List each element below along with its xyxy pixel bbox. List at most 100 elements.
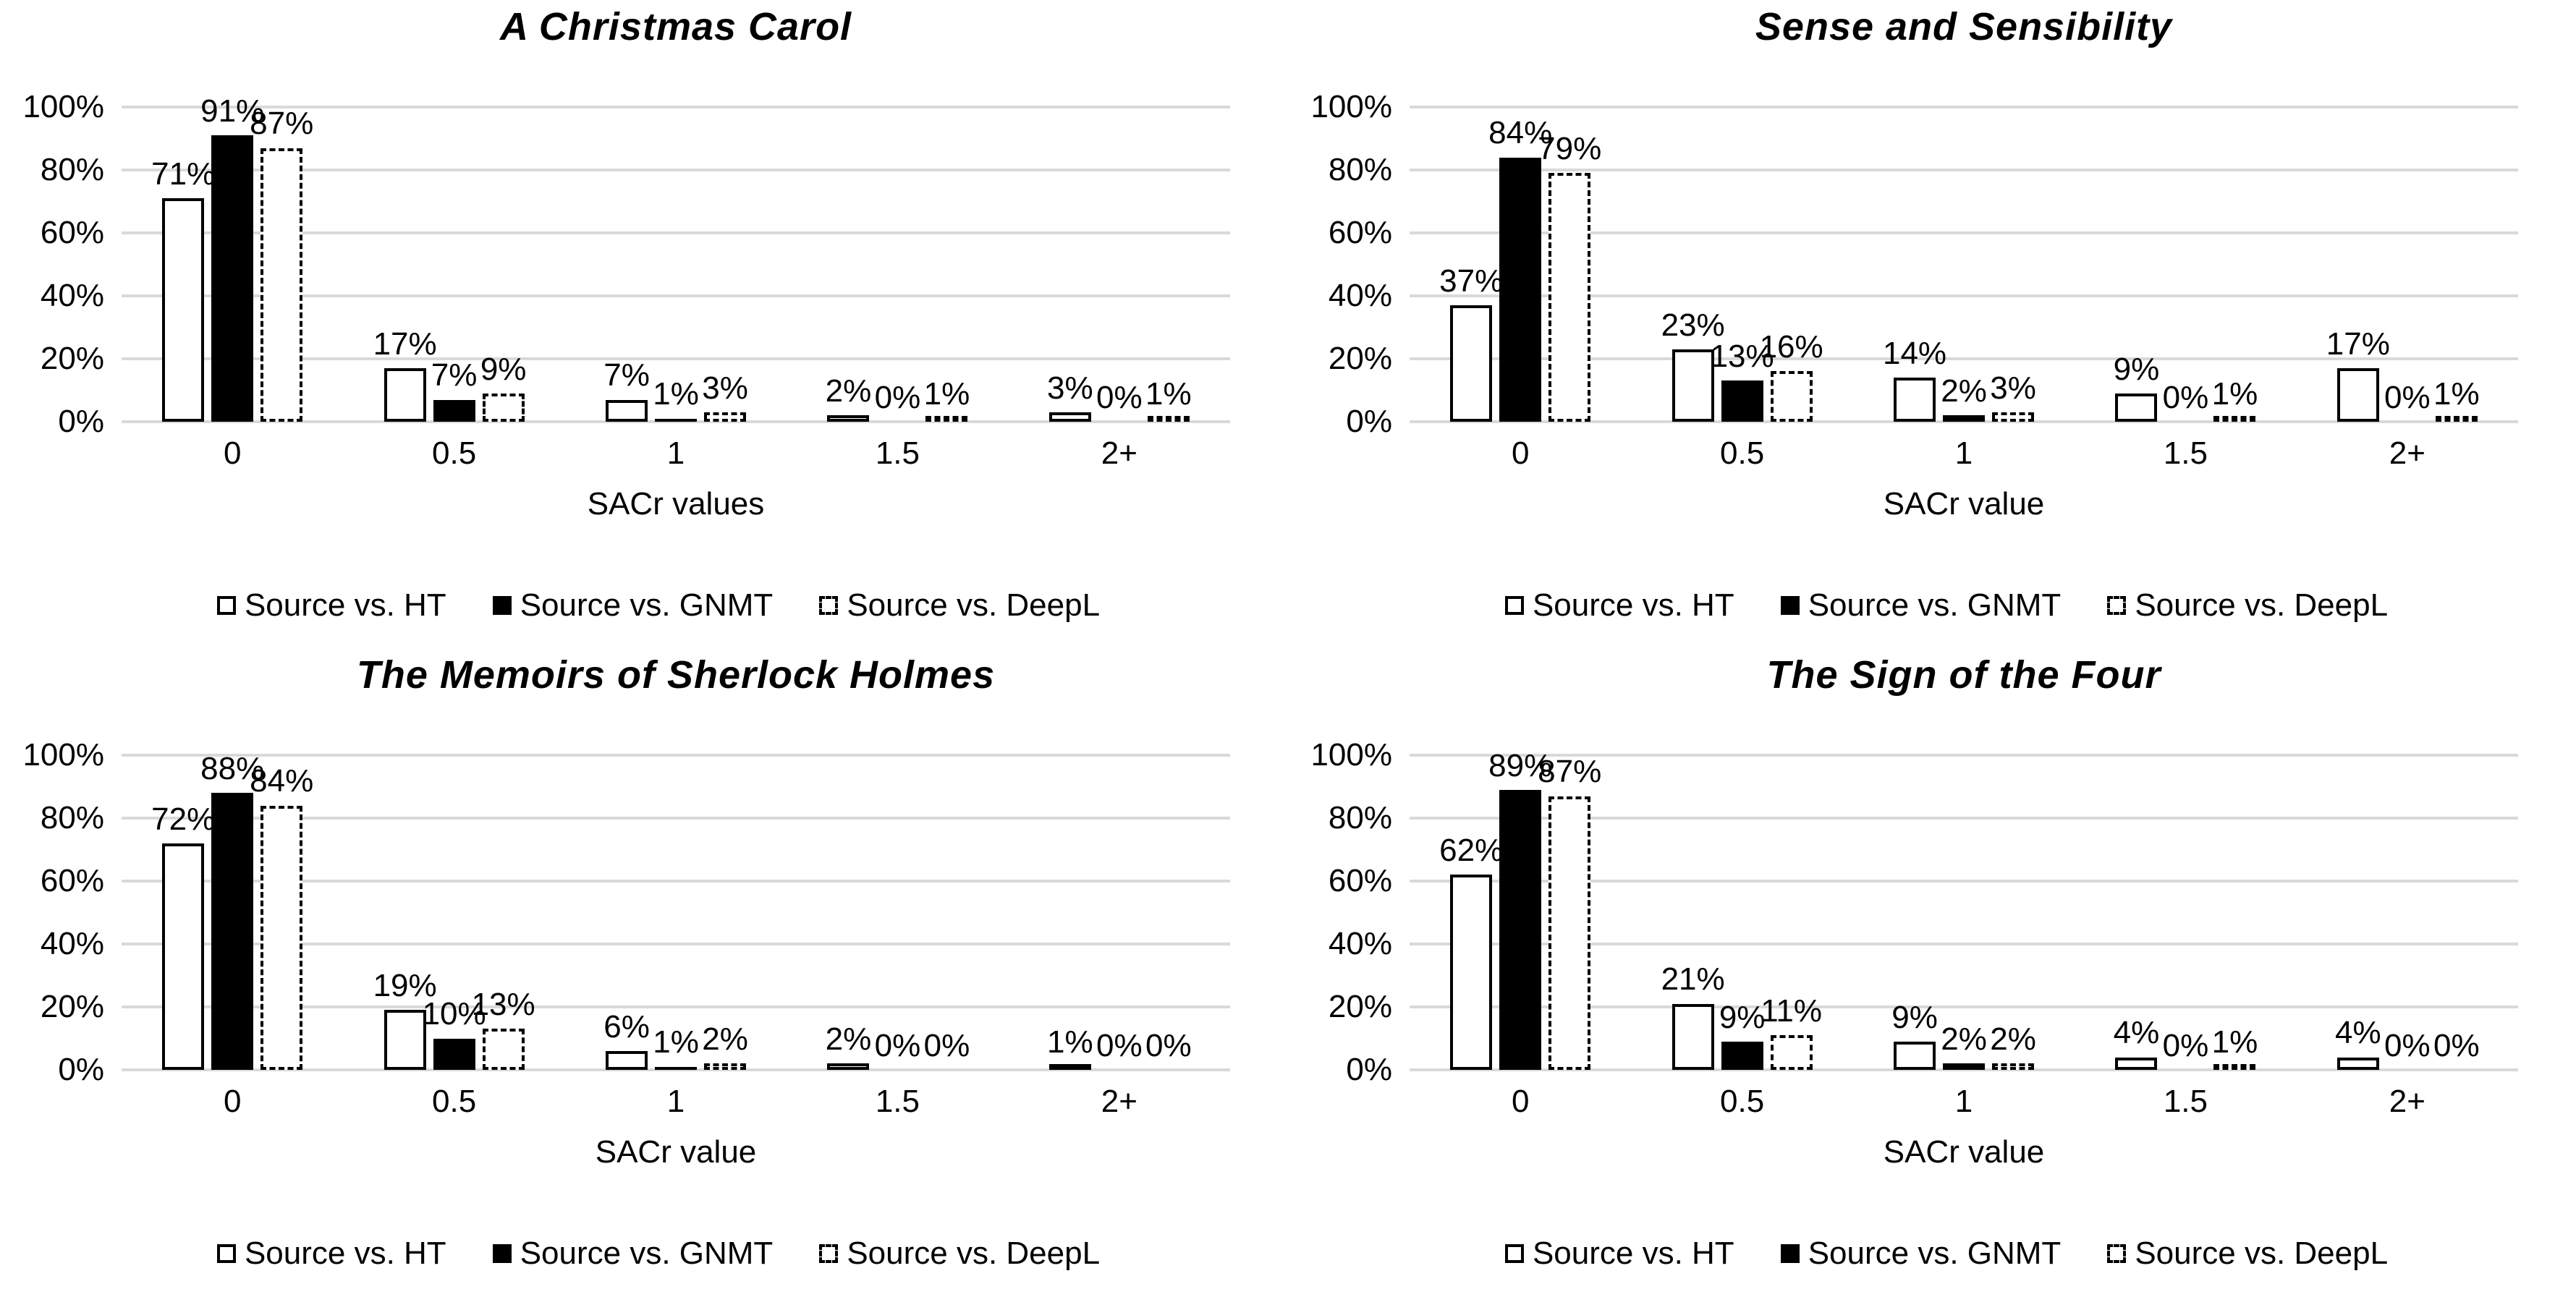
bar-slot: 1% <box>1145 107 1192 422</box>
bar-slot: 17% <box>2326 107 2390 422</box>
bar-value-label: 0% <box>2384 1027 2431 1063</box>
bar-group: 17% 7% 9% <box>343 107 564 422</box>
bar-slot: 2% <box>1941 107 1987 422</box>
bar-value-label: 91% <box>200 93 265 129</box>
gridline <box>1410 294 2518 297</box>
y-tick-label: 0% <box>58 1052 104 1087</box>
bar-white <box>1894 1041 1936 1070</box>
bar-slot: 1% <box>653 107 699 422</box>
x-axis-labels: 0 0.5 1 1.5 2+ <box>122 1084 1230 1120</box>
bar-value-label: 2% <box>825 1021 872 1058</box>
bar-group: 37% 84% 79% <box>1410 107 1631 422</box>
bar-value-label: 9% <box>2113 351 2160 387</box>
x-axis-title: SACr value <box>1883 1134 2045 1170</box>
chart-panel: Sense and Sensibility 100% 80% 60% 40% 20% 0%… <box>1288 0 2576 648</box>
x-tick-label: 1.5 <box>875 435 920 471</box>
bar-group: 1% 0% 0% <box>1009 755 1230 1070</box>
bar-slot: 87% <box>1538 755 1601 1070</box>
legend-item: Source vs. GNMT <box>1780 1236 2061 1272</box>
bar-slot: 89% <box>1488 749 1552 1070</box>
bar-value-label: 1% <box>2211 1024 2258 1060</box>
bar-group: 21% 9% 11% <box>1631 755 1852 1070</box>
bar-slot: 6% <box>603 755 650 1070</box>
bar-slot: 72% <box>151 755 215 1070</box>
bar-slot: 11% <box>1761 755 1822 1070</box>
chart-panel: The Sign of the Four 100% 80% 60% 40% 20% 0% … <box>1288 648 2576 1296</box>
bar-slot: 3% <box>1990 107 2036 422</box>
bar-black <box>1721 1041 1763 1070</box>
x-tick-label: 0.5 <box>432 1084 477 1119</box>
x-tick-label: 2+ <box>1101 1084 1137 1119</box>
bar-slot: 84% <box>1488 107 1552 422</box>
bar-dashed <box>1992 1063 2035 1070</box>
legend-label: Source vs. GNMT <box>520 1236 774 1271</box>
bar-value-label: 0% <box>923 1027 970 1063</box>
y-tick-label: 40% <box>1328 926 1392 961</box>
bar-slot: 88% <box>200 752 264 1070</box>
chart-title: A Christmas Carol <box>499 5 852 48</box>
x-tick-label: 0 <box>223 435 242 471</box>
y-tick-label: 20% <box>1328 341 1392 376</box>
bar-dashed <box>704 412 747 422</box>
bar-group: 72% 88% 84% <box>122 752 343 1070</box>
gridline <box>122 1005 1230 1008</box>
bar-white <box>162 198 205 422</box>
x-axis-labels: 0 0.5 1 1.5 2+ <box>1410 1084 2518 1120</box>
legend-item: Source vs. DeepL <box>819 587 1100 624</box>
bar-dashed <box>1992 412 2035 422</box>
bar-white <box>384 368 426 422</box>
legend-item: Source vs. GNMT <box>492 587 773 624</box>
gridline <box>1410 106 2518 109</box>
legend-item: Source vs. HT <box>216 587 446 624</box>
bar-value-label: 3% <box>1047 370 1093 406</box>
bar-value-label: 4% <box>2335 1015 2381 1051</box>
bar-value-label: 21% <box>1661 961 1725 998</box>
bar-value-label: 84% <box>250 763 314 799</box>
legend-marker-white-icon <box>216 1244 236 1263</box>
bar-slot: 1% <box>2211 755 2258 1070</box>
legend-marker-dashed-icon <box>2107 596 2127 615</box>
bar-slot: 9% <box>2113 107 2160 422</box>
gridline <box>1410 420 2518 423</box>
gridline <box>122 943 1230 945</box>
bar-slot: 21% <box>1661 755 1725 1070</box>
legend-marker-white-icon <box>216 596 236 615</box>
bar-value-label: 9% <box>1719 999 1766 1035</box>
bar-slot: 2% <box>1941 755 1987 1070</box>
x-tick-label: 1 <box>1954 435 1973 471</box>
legend-marker-dashed-icon <box>819 596 839 615</box>
bar-groups: 72% 88% 84% 19% 10% 13% 6% 1% 2% 2% 0% 0% 1% 0% 0% <box>122 752 1230 1070</box>
bar-slot: 0% <box>875 107 921 422</box>
gridline <box>122 294 1230 297</box>
legend-marker-white-icon <box>1504 1244 1524 1263</box>
bar-black <box>211 793 254 1070</box>
y-tick-label: 0% <box>1346 1052 1392 1087</box>
bar-value-label: 87% <box>1538 754 1602 790</box>
bar-dashed <box>482 393 525 422</box>
legend: Source vs. HT Source vs. GNMT Source vs. D… <box>72 1236 1245 1272</box>
bar-white <box>162 843 205 1070</box>
bar-slot: 0% <box>2163 755 2209 1070</box>
bar-group: 9% 2% 2% <box>1853 755 2075 1070</box>
x-axis-labels: 0 0.5 1 1.5 2+ <box>122 435 1230 472</box>
bar-slot: 9% <box>480 107 526 422</box>
legend-item: Source vs. DeepL <box>2107 587 2388 624</box>
bar-dashed <box>260 148 303 422</box>
bar-dashed <box>2213 1064 2256 1070</box>
x-tick-label: 0.5 <box>1720 435 1765 471</box>
x-tick-label: 2+ <box>2389 435 2425 471</box>
legend: Source vs. HT Source vs. GNMT Source vs. D… <box>1360 1236 2533 1272</box>
bar-slot: 4% <box>2114 755 2159 1070</box>
legend-item: Source vs. GNMT <box>1780 587 2061 624</box>
bar-slot: 2% <box>702 755 748 1070</box>
bar-slot: 91% <box>200 94 264 422</box>
bar-group: 62% 89% 87% <box>1410 749 1631 1070</box>
bar-dashed <box>1548 796 1591 1070</box>
bar-slot: 0% <box>1145 755 1192 1070</box>
bar-value-label: 62% <box>1439 833 1504 869</box>
legend-item: Source vs. DeepL <box>2107 1236 2388 1272</box>
legend-item: Source vs. HT <box>216 1236 446 1272</box>
bar-value-label: 1% <box>653 376 699 412</box>
bar-group: 3% 0% 1% <box>1009 107 1230 422</box>
